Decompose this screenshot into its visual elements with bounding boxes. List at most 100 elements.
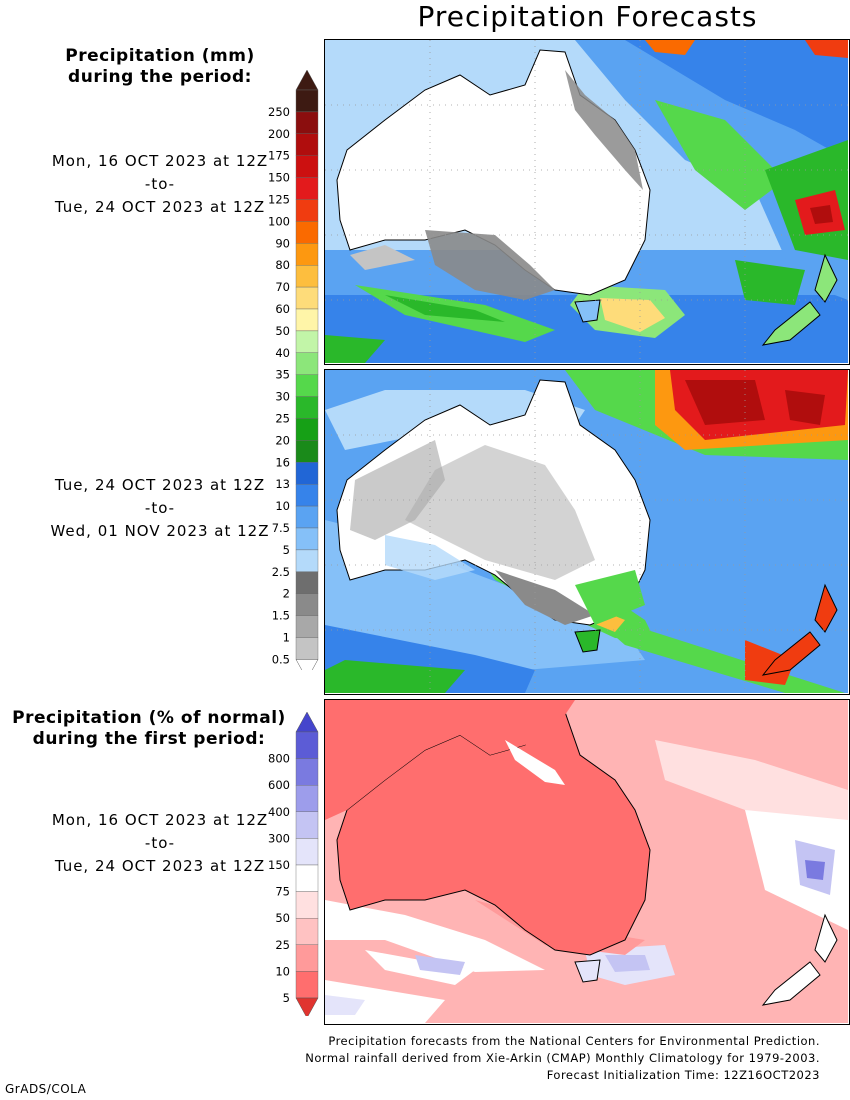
period1-end: Tue, 24 OCT 2023 at 12Z (54, 198, 266, 216)
period3-start: Mon, 16 OCT 2023 at 12Z (51, 811, 269, 829)
page-title: Precipitation Forecasts (417, 0, 758, 33)
colorbar-swatch (295, 396, 319, 419)
colorbar-swatch (295, 593, 319, 616)
colorbar-swatch (295, 505, 319, 529)
tasmania (574, 299, 601, 323)
colorbar-swatch (295, 917, 319, 945)
colorbar-swatch (295, 811, 319, 839)
colorbar-swatch (295, 838, 319, 866)
period3-text: Mon, 16 OCT 2023 at 12Z -to- Tue, 24 OCT… (20, 809, 300, 878)
footer-line3: Forecast Initialization Time: 12Z16OCT20… (546, 1068, 820, 1082)
period2-sep: -to- (144, 499, 176, 517)
colorbar-top-arrow (295, 712, 319, 733)
tasmania (574, 959, 601, 983)
colorbar-tick-label: 0.5 (272, 652, 290, 666)
colorbar-swatch (295, 352, 319, 375)
colorbar-swatch (295, 944, 319, 972)
colorbar-swatch (295, 243, 319, 266)
colorbar-tick-label: 7.5 (272, 521, 290, 535)
credit-text: GrADS/COLA (5, 1082, 87, 1096)
colorbar-swatch (295, 731, 319, 759)
colorbar-swatch (295, 637, 319, 660)
colorbar-swatch (295, 133, 319, 156)
colorbar-tick-label: 150 (268, 171, 290, 185)
footer-line1: Precipitation forecasts from the Nationa… (328, 1034, 820, 1048)
colorbar-tick-label: 40 (275, 346, 290, 360)
colorbar-swatch (295, 527, 319, 551)
colorbar-tick-label: 16 (275, 455, 290, 469)
colorbar-tick-label: 5 (283, 543, 290, 557)
colorbar-swatch (295, 758, 319, 786)
colorbar-tick-label: 1.5 (272, 609, 290, 623)
period3-sep: -to- (144, 834, 176, 852)
period1-start: Mon, 16 OCT 2023 at 12Z (51, 152, 269, 170)
colorbar-tick-label: 175 (268, 149, 290, 163)
period2-start: Tue, 24 OCT 2023 at 12Z (54, 476, 266, 494)
new-zealand (761, 913, 838, 1006)
colorbar-swatch (295, 199, 319, 222)
anomaly-legend-heading: Precipitation (% of normal) during the f… (8, 708, 290, 750)
colorbar-tick-label: 1 (283, 631, 290, 645)
colorbar-swatch (295, 549, 319, 572)
colorbar-tick-label: 30 (275, 390, 290, 404)
period3-end: Tue, 24 OCT 2023 at 12Z (54, 857, 266, 875)
colorbar-tick-label: 90 (275, 236, 290, 250)
colorbar-tick-label: 10 (275, 499, 290, 513)
new-zealand (761, 253, 838, 346)
colorbar-tick-label: 300 (268, 831, 290, 845)
colorbar-swatch (295, 89, 319, 113)
colorbar-tick-label: 50 (275, 324, 290, 338)
amount-legend-heading-line1: Precipitation (mm) (65, 46, 255, 66)
colorbar-swatch (295, 264, 319, 288)
period1-sep: -to- (144, 175, 176, 193)
colorbar-swatch (295, 891, 319, 919)
anomaly-colorbar: 800 600 400 300 150 75 50 25 10 5 (268, 712, 319, 1016)
colorbar-tick-label: 25 (275, 412, 290, 426)
colorbar-bottom-arrow (295, 659, 319, 670)
colorbar-swatch (295, 784, 319, 812)
colorbar-swatch (295, 111, 319, 135)
colorbar-swatch (295, 177, 319, 200)
colorbar-swatch (295, 864, 319, 892)
colorbar-swatch (295, 971, 319, 999)
australia-landmass (336, 49, 651, 296)
colorbar-swatch (295, 462, 319, 485)
colorbar-swatch (295, 615, 319, 638)
map-panel-anomaly (324, 699, 850, 1025)
colorbar-tick-label: 70 (275, 280, 290, 294)
colorbar-tick-label: 35 (275, 368, 290, 382)
colorbar-tick-label: 13 (275, 477, 290, 491)
footer-line2: Normal rainfall derived from Xie-Arkin (… (305, 1051, 820, 1065)
new-zealand (761, 583, 838, 676)
map-panel-period2 (324, 369, 850, 695)
colorbar-tick-label: 5 (283, 991, 290, 1005)
colorbar-tick-label: 200 (268, 127, 290, 141)
colorbar-swatch (295, 330, 319, 353)
colorbar-tick-label: 400 (268, 805, 290, 819)
period2-end: Wed, 01 NOV 2023 at 12Z (50, 522, 270, 540)
period1-text: Mon, 16 OCT 2023 at 12Z -to- Tue, 24 OCT… (20, 150, 300, 219)
colorbar-tick-label: 600 (268, 778, 290, 792)
colorbar-tick-label: 25 (275, 938, 290, 952)
colorbar-tick-label: 75 (275, 885, 290, 899)
colorbar-swatch (295, 308, 319, 332)
colorbar-tick-label: 80 (275, 258, 290, 272)
colorbar-tick-label: 150 (268, 858, 290, 872)
colorbar-swatch (295, 440, 319, 463)
colorbar-bottom-arrow (295, 997, 319, 1016)
map-panel-period1 (324, 39, 850, 365)
colorbar-tick-label: 2.5 (272, 565, 290, 579)
colorbar-tick-label: 50 (275, 911, 290, 925)
colorbar-tick-label: 10 (275, 964, 290, 978)
anomaly-legend-heading-line2: during the first period: (32, 729, 266, 749)
colorbar-swatch (295, 418, 319, 441)
colorbar-tick-label: 250 (268, 105, 290, 119)
period2-text: Tue, 24 OCT 2023 at 12Z -to- Wed, 01 NOV… (20, 474, 300, 543)
colorbar-tick-label: 125 (268, 193, 290, 207)
colorbar-swatch (295, 571, 319, 594)
colorbar-swatch (295, 374, 319, 397)
colorbar-tick-label: 100 (268, 214, 290, 228)
colorbar-tick-label: 800 (268, 752, 290, 766)
colorbar-tick-label: 60 (275, 302, 290, 316)
colorbar-swatch (295, 221, 319, 244)
